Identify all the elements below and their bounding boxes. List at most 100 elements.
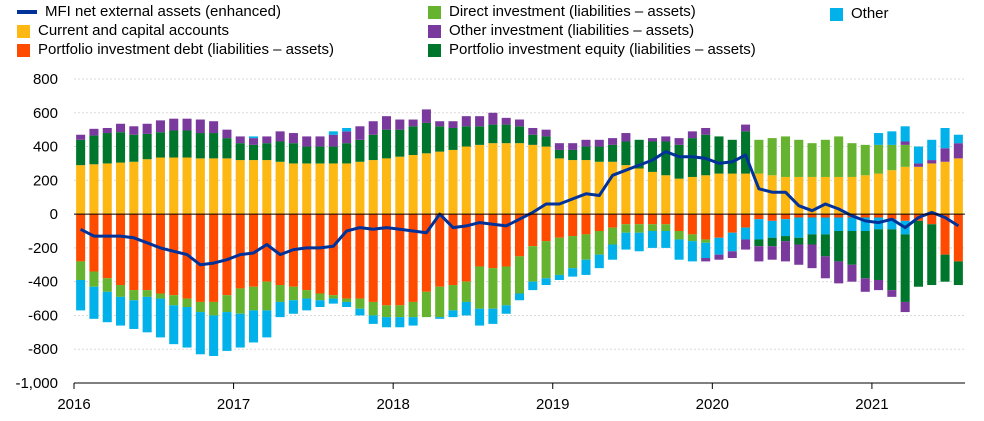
bar-segment bbox=[209, 214, 219, 302]
bar-segment bbox=[262, 214, 272, 282]
bar-segment bbox=[541, 241, 551, 279]
bar-segment bbox=[674, 239, 684, 260]
bar-segment bbox=[767, 138, 777, 176]
bar-segment bbox=[514, 214, 525, 257]
bar-segment bbox=[647, 138, 658, 142]
bar-segment bbox=[249, 286, 259, 311]
bar-segment bbox=[89, 286, 99, 319]
bar-segment bbox=[953, 214, 963, 262]
bar-segment bbox=[807, 234, 817, 245]
bar-segment bbox=[874, 214, 884, 218]
bar-segment bbox=[860, 231, 870, 279]
bar-segment bbox=[927, 163, 937, 215]
x-tick-label: 2019 bbox=[536, 396, 569, 413]
bar-segment bbox=[182, 130, 192, 158]
bar-segment bbox=[302, 163, 312, 215]
bar-segment bbox=[395, 119, 405, 130]
bar-segment bbox=[514, 119, 525, 127]
bar-segment bbox=[647, 231, 658, 248]
bar-segment bbox=[421, 291, 431, 318]
bar-segment bbox=[195, 214, 205, 302]
bar-segment bbox=[448, 127, 458, 150]
bar-segment bbox=[315, 136, 325, 147]
bar-segment bbox=[222, 138, 232, 159]
bar-segment bbox=[169, 305, 179, 345]
bar-segment bbox=[754, 139, 764, 174]
bar-segment bbox=[209, 301, 219, 316]
bar-segment bbox=[794, 244, 804, 265]
bar-segment bbox=[355, 214, 365, 299]
bar-segment bbox=[102, 278, 112, 292]
bar-segment bbox=[634, 214, 644, 225]
bar-segment bbox=[794, 214, 804, 218]
bar-segment bbox=[621, 133, 631, 142]
bar-segment bbox=[448, 285, 458, 311]
bar-segment bbox=[381, 129, 392, 159]
bar-segment bbox=[169, 214, 179, 296]
bar-segment bbox=[368, 134, 378, 161]
bar-segment bbox=[860, 278, 870, 292]
bar-segment bbox=[687, 241, 697, 262]
bar-segment bbox=[408, 155, 418, 215]
bar-segment bbox=[342, 301, 352, 307]
bar-segment bbox=[674, 138, 684, 145]
bar-segment bbox=[76, 279, 86, 311]
bar-segment bbox=[741, 131, 751, 174]
bar-segment bbox=[249, 214, 259, 287]
bar-segment bbox=[142, 123, 152, 134]
bar-segment bbox=[195, 133, 205, 159]
bar-segment bbox=[874, 279, 884, 291]
bar-segment bbox=[275, 131, 285, 142]
bar-segment bbox=[528, 246, 538, 282]
bar-segment bbox=[594, 231, 604, 255]
bar-segment bbox=[448, 310, 458, 318]
bar-segment bbox=[860, 144, 870, 176]
bar-segment bbox=[142, 290, 152, 297]
bar-segment bbox=[528, 134, 538, 145]
bar-segment bbox=[834, 261, 844, 284]
bar-segment bbox=[807, 214, 817, 218]
legend-label-mfi: MFI net external assets (enhanced) bbox=[45, 3, 281, 20]
y-tick-label: 600 bbox=[33, 105, 58, 122]
bar-segment bbox=[435, 151, 445, 215]
bar-segment bbox=[834, 136, 844, 177]
bars bbox=[76, 109, 963, 356]
bar-segment bbox=[275, 285, 285, 302]
bar-segment bbox=[155, 293, 165, 299]
bar-segment bbox=[102, 291, 112, 323]
legend-item-mfi-net-external-assets: MFI net external assets (enhanced) bbox=[17, 3, 281, 21]
bar-segment bbox=[741, 124, 751, 132]
bar-segment bbox=[488, 112, 498, 125]
bar-segment bbox=[461, 281, 471, 302]
bar-segment bbox=[608, 138, 618, 145]
bar-segment bbox=[116, 214, 126, 286]
bar-segment bbox=[780, 176, 790, 215]
bar-segment bbox=[927, 224, 937, 286]
bar-segment bbox=[408, 214, 418, 302]
bar-segment bbox=[262, 310, 272, 338]
bar-segment bbox=[421, 109, 431, 123]
bar-segment bbox=[142, 296, 152, 333]
bar-segment bbox=[475, 126, 485, 145]
bar-segment bbox=[129, 214, 139, 291]
bar-segment bbox=[262, 160, 272, 215]
bar-segment bbox=[940, 214, 950, 255]
legend-label-portfolio-debt: Portfolio investment debt (liabilities –… bbox=[38, 41, 334, 58]
bar-segment bbox=[913, 163, 923, 167]
bar-segment bbox=[395, 305, 405, 318]
bar-segment bbox=[501, 214, 511, 267]
bar-segment bbox=[129, 126, 139, 135]
legend-label-other: Other bbox=[851, 5, 889, 22]
bar-segment bbox=[701, 258, 711, 262]
bar-segment bbox=[741, 227, 751, 240]
bar-segment bbox=[780, 136, 790, 177]
bar-segment bbox=[102, 133, 112, 164]
bar-segment bbox=[581, 139, 591, 147]
bar-segment bbox=[209, 121, 219, 134]
bar-segment bbox=[501, 305, 511, 314]
bar-segment bbox=[887, 131, 897, 145]
y-tick-label: -600 bbox=[28, 307, 58, 324]
legend-item-portfolio-equity: Portfolio investment equity (liabilities… bbox=[428, 41, 756, 59]
bar-segment bbox=[475, 308, 485, 326]
bar-segment bbox=[182, 298, 192, 307]
